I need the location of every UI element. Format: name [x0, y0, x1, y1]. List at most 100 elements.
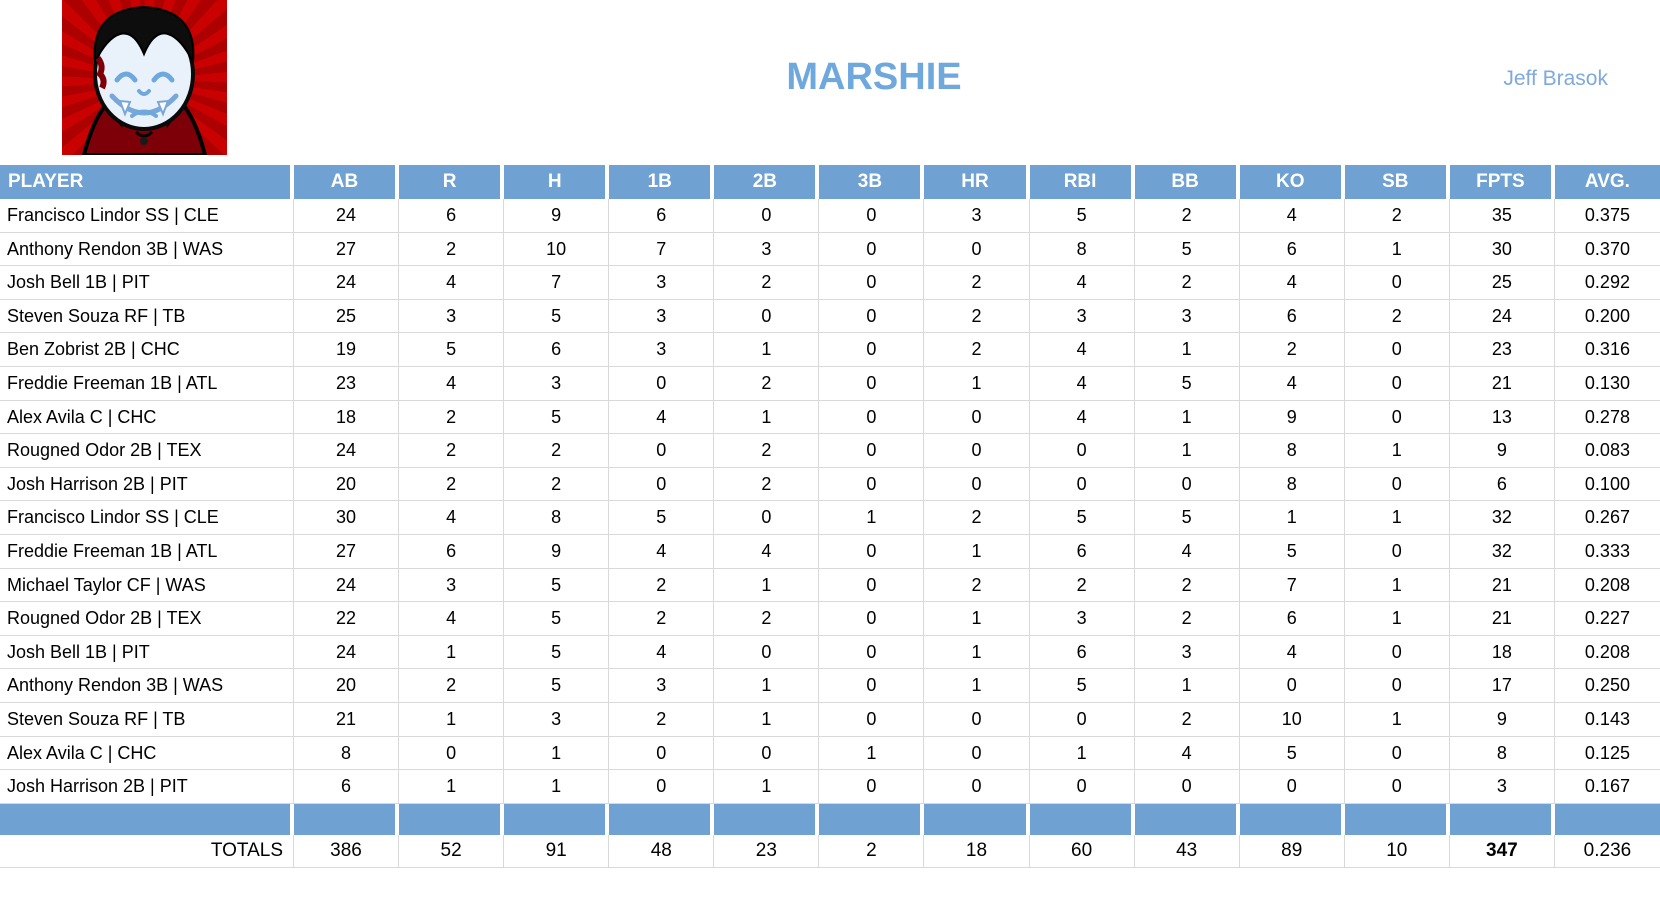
stat-cell-1b: 4 [609, 635, 715, 670]
column-header-fpts: FPTS [1449, 165, 1555, 199]
stat-cell-fpts: 8 [1449, 736, 1555, 771]
stat-cell-r: 3 [399, 299, 505, 334]
player-name: Anthony Rendon 3B | WAS [0, 669, 294, 703]
stat-cell-hr: 3 [924, 199, 1030, 233]
table-row: Rougned Odor 2B | TEX 24 2 2 0 2 0 0 0 1 8 1 9 0.083 [0, 434, 1660, 468]
table-row: Josh Bell 1B | PIT 24 4 7 3 2 0 2 4 2 4 0 25 0.292 [0, 266, 1660, 300]
stat-cell-bb: 1 [1134, 400, 1240, 435]
player-name: Alex Avila C | CHC [0, 400, 294, 435]
stat-cell-bb: 4 [1134, 534, 1240, 569]
stat-cell-avg: 0.143 [1554, 703, 1660, 737]
stat-cell-ko: 9 [1239, 400, 1345, 435]
column-header-r: R [399, 165, 505, 199]
stat-cell-hr: 0 [924, 232, 1030, 267]
stat-cell-fpts: 35 [1449, 199, 1555, 233]
stat-cell-3b: 0 [819, 400, 925, 435]
stat-cell-r: 2 [399, 467, 505, 502]
stat-cell-bb: 3 [1134, 635, 1240, 670]
totals-label: TOTALS [0, 834, 294, 868]
stat-cell-ab: 24 [294, 266, 400, 300]
stat-cell-bb: 0 [1134, 467, 1240, 502]
stat-cell-sb: 0 [1344, 534, 1450, 569]
stat-cell-2b: 0 [714, 199, 820, 233]
stat-cell-sb: 1 [1344, 501, 1450, 535]
stat-cell-2b: 2 [714, 602, 820, 636]
column-header-3b: 3B [819, 165, 925, 199]
stat-cell-2b: 2 [714, 366, 820, 401]
stat-cell-r: 6 [399, 199, 505, 233]
stat-cell-ab: 24 [294, 568, 400, 603]
stat-cell-ab: 18 [294, 400, 400, 435]
separator-cell [1344, 803, 1450, 835]
stat-cell-fpts: 30 [1449, 232, 1555, 267]
stat-cell-avg: 0.278 [1554, 401, 1660, 435]
stat-cell-ab: 25 [294, 299, 400, 334]
stat-cell-bb: 1 [1134, 333, 1240, 367]
stat-cell-h: 3 [504, 366, 610, 401]
table-row: Josh Harrison 2B | PIT 20 2 2 0 2 0 0 0 0 8 0 6 0.100 [0, 467, 1660, 502]
stat-cell-3b: 0 [819, 669, 925, 703]
stats-table: PLAYER AB R H 1B 2B 3B HR RBI BB KO SB FPTS AVG. Fran… [0, 165, 1660, 868]
total-cell-2b: 23 [714, 834, 820, 868]
stat-cell-1b: 4 [609, 400, 715, 435]
total-cell-fpts: 347 [1449, 834, 1555, 868]
stat-cell-h: 5 [504, 299, 610, 334]
stat-cell-sb: 0 [1344, 366, 1450, 401]
stat-cell-2b: 4 [714, 534, 820, 569]
stat-cell-bb: 1 [1134, 669, 1240, 703]
stat-cell-bb: 1 [1134, 434, 1240, 468]
total-cell-hr: 18 [924, 834, 1030, 868]
stat-cell-2b: 2 [714, 266, 820, 300]
stat-cell-rbi: 0 [1029, 434, 1135, 468]
stat-cell-ab: 19 [294, 333, 400, 367]
stat-cell-1b: 3 [609, 669, 715, 703]
stat-cell-ab: 24 [294, 199, 400, 233]
column-header-avg: AVG. [1554, 165, 1660, 199]
stat-cell-r: 4 [399, 602, 505, 636]
column-header-hr: HR [924, 165, 1030, 199]
stat-cell-fpts: 25 [1449, 266, 1555, 300]
stat-cell-3b: 0 [819, 232, 925, 267]
stat-cell-h: 1 [504, 736, 610, 771]
stat-cell-2b: 1 [714, 669, 820, 703]
total-cell-h: 91 [504, 834, 610, 868]
player-name: Freddie Freeman 1B | ATL [0, 534, 294, 569]
stat-cell-3b: 0 [819, 333, 925, 367]
stat-cell-r: 2 [399, 669, 505, 703]
stat-cell-avg: 0.370 [1554, 233, 1660, 267]
table-row: Rougned Odor 2B | TEX 22 4 5 2 2 0 1 3 2 6 1 21 0.227 [0, 602, 1660, 636]
stat-cell-2b: 0 [714, 736, 820, 771]
stat-cell-ab: 22 [294, 602, 400, 636]
stat-cell-1b: 0 [609, 434, 715, 468]
player-name: Josh Harrison 2B | PIT [0, 770, 294, 804]
stat-cell-ko: 6 [1239, 299, 1345, 334]
stat-cell-h: 10 [504, 232, 610, 267]
stat-cell-r: 4 [399, 366, 505, 401]
column-header-player: PLAYER [0, 165, 294, 199]
separator-cell [399, 803, 505, 835]
stat-cell-3b: 0 [819, 568, 925, 603]
table-row: Josh Harrison 2B | PIT 6 1 1 0 1 0 0 0 0 0 0 3 0.167 [0, 770, 1660, 804]
stat-cell-rbi: 0 [1029, 467, 1135, 502]
stat-cell-rbi: 5 [1029, 669, 1135, 703]
stat-cell-bb: 5 [1134, 501, 1240, 535]
stat-cell-hr: 2 [924, 501, 1030, 535]
player-name: Francisco Lindor SS | CLE [0, 199, 294, 233]
separator-cell [1449, 803, 1555, 835]
stat-cell-r: 4 [399, 501, 505, 535]
stat-cell-3b: 0 [819, 366, 925, 401]
stat-cell-h: 5 [504, 635, 610, 670]
page-header: MARSHIE Jeff Brasok [0, 0, 1660, 165]
stat-cell-2b: 0 [714, 635, 820, 670]
stat-cell-3b: 1 [819, 501, 925, 535]
stat-cell-r: 2 [399, 400, 505, 435]
stat-cell-avg: 0.250 [1554, 669, 1660, 703]
stat-cell-sb: 0 [1344, 770, 1450, 804]
stat-cell-avg: 0.375 [1554, 199, 1660, 233]
column-header-h: H [504, 165, 610, 199]
stat-cell-sb: 1 [1344, 702, 1450, 737]
stat-cell-fpts: 24 [1449, 299, 1555, 334]
separator-row [0, 803, 1660, 835]
stat-cell-sb: 0 [1344, 467, 1450, 502]
stat-cell-fpts: 13 [1449, 400, 1555, 435]
